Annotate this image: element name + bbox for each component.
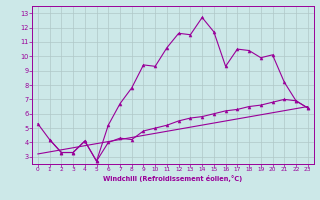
X-axis label: Windchill (Refroidissement éolien,°C): Windchill (Refroidissement éolien,°C)	[103, 175, 243, 182]
